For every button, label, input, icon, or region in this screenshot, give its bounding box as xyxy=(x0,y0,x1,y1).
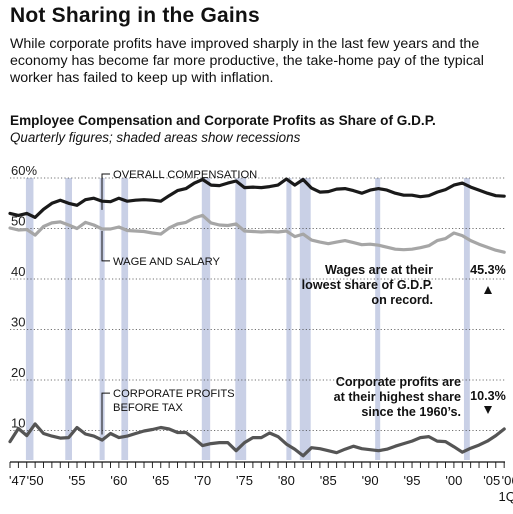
chart-subtitle: Quarterly figures; shaded areas show rec… xyxy=(10,130,301,145)
leader-line xyxy=(101,173,110,210)
series-label-profits: CORPORATE PROFITS xyxy=(113,388,235,400)
recession-band xyxy=(25,178,34,460)
profits-arrow-icon xyxy=(484,406,492,414)
recession-band xyxy=(286,178,292,460)
axes: 10 20 30 40 50 60% '47'50 '55 '60 '65 '70 '75 '80 '85… xyxy=(9,163,513,504)
series-label-overall: OVERALL COMPENSATION xyxy=(113,169,257,181)
x-tick-label: '65 xyxy=(152,473,169,488)
recession-band xyxy=(99,178,105,460)
x-tick-label: '90 xyxy=(362,473,379,488)
x-end-note: 1Q xyxy=(498,489,513,504)
x-tick-label: '55 xyxy=(69,473,86,488)
x-tick-label: '95 xyxy=(404,473,421,488)
series-label-profits: BEFORE TAX xyxy=(113,402,183,414)
y-tick-label: 60% xyxy=(11,163,37,178)
gridlines xyxy=(10,177,505,431)
x-tick-label: '85 xyxy=(320,473,337,488)
chart-labels: OVERALL COMPENSATION WAGE AND SALARY CORPO… xyxy=(101,169,506,435)
deck-text: While corporate profits have improved sh… xyxy=(10,36,484,86)
leader-line xyxy=(101,392,110,435)
recession-band xyxy=(375,178,381,460)
wages-annotation: Wages are at their xyxy=(325,263,433,277)
x-tick-label: '60 xyxy=(110,473,127,488)
x-tick-label: '50 xyxy=(27,473,44,488)
x-tick-label: '47 xyxy=(9,473,26,488)
recession-band xyxy=(299,178,311,460)
y-tick-label: 40 xyxy=(11,264,25,279)
x-tick-label: '06 xyxy=(502,473,513,488)
x-tick-label: '00 xyxy=(445,473,462,488)
recession-bands xyxy=(25,178,470,460)
headline: Not Sharing in the Gains xyxy=(10,4,260,27)
profits-value-label: 10.3% xyxy=(470,389,506,403)
series-line xyxy=(8,422,506,458)
y-tick-label: 20 xyxy=(11,365,25,380)
x-tick-label: '05 xyxy=(483,473,500,488)
series-line xyxy=(8,177,506,219)
profits-annotation: since the 1960’s. xyxy=(361,405,461,419)
recession-band xyxy=(463,178,470,460)
series-lines xyxy=(8,177,506,458)
y-tick-label: 30 xyxy=(11,315,25,330)
recession-band xyxy=(235,178,247,460)
recession-band xyxy=(121,178,129,460)
wages-annotation: on record. xyxy=(371,293,433,307)
wages-value-label: 45.3% xyxy=(470,263,506,277)
profits-annotation: Corporate profits are xyxy=(336,375,461,389)
profits-annotation: at their highest share xyxy=(334,390,461,404)
x-tick-label: '75 xyxy=(236,473,253,488)
chart-title: Employee Compensation and Corporate Prof… xyxy=(10,113,436,128)
recession-band xyxy=(65,178,72,460)
y-tick-label: 50 xyxy=(11,214,25,229)
recession-band xyxy=(201,178,211,460)
wages-annotation: lowest share of G.D.P. xyxy=(302,278,433,292)
series-line xyxy=(8,213,506,254)
y-tick-label: 10 xyxy=(11,416,25,431)
leader-line xyxy=(101,231,110,262)
x-tick-label: '80 xyxy=(278,473,295,488)
series-label-wage: WAGE AND SALARY xyxy=(113,256,220,268)
wages-arrow-icon xyxy=(484,286,492,294)
x-tick-label: '70 xyxy=(194,473,211,488)
